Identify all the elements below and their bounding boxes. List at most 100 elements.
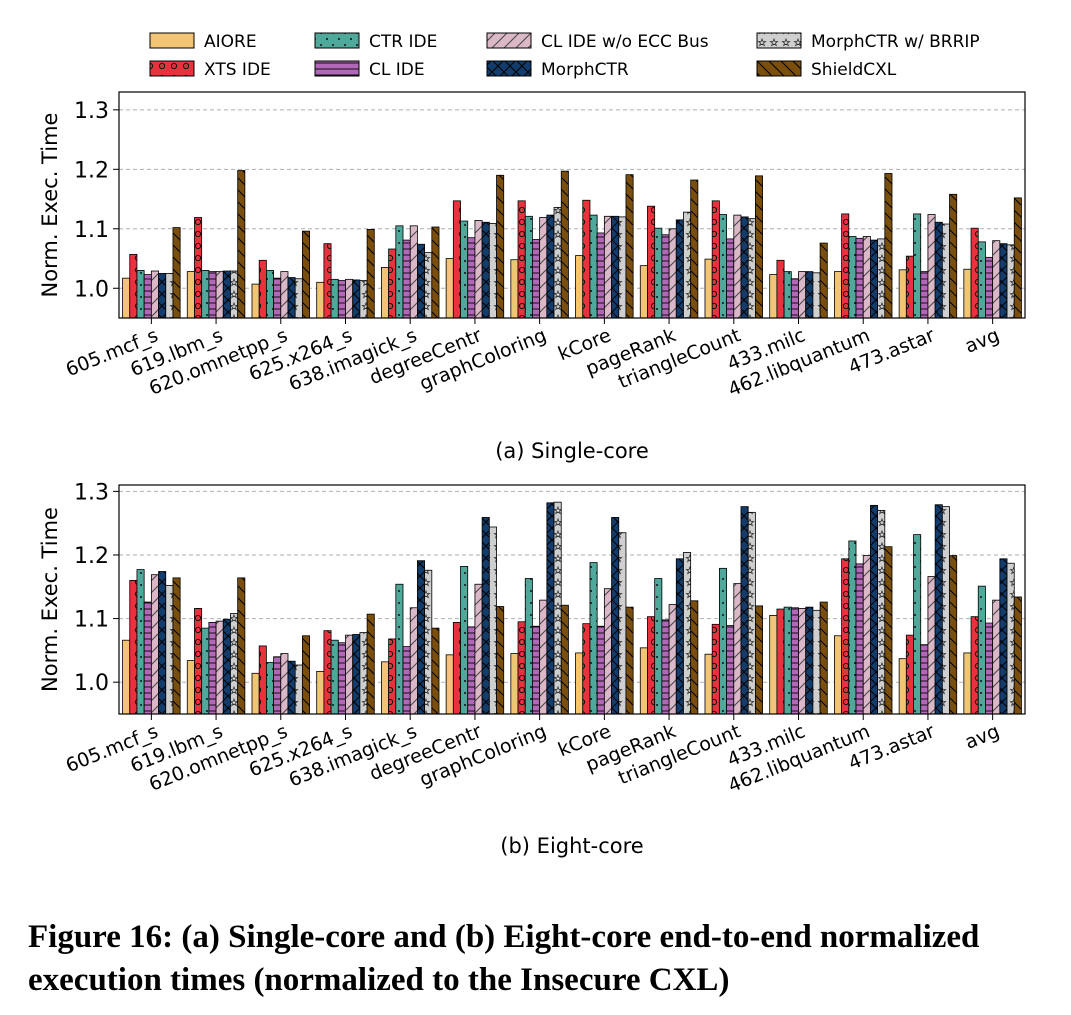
bar-morphctr-w-brrip-433-milc [812, 272, 821, 319]
bar-ctr-ide-619-lbm-s [201, 270, 210, 319]
bar-cl-ide-625-x264-s [337, 280, 346, 319]
bar-morphctr-w-brrip-620-omnetpp-s [294, 278, 303, 319]
bar-morphctr-trianglecount [740, 506, 749, 715]
legend-swatch-aiore [149, 32, 195, 49]
bar-morphctr-w-brrip-462-libquantum [877, 238, 886, 319]
bar-aiore-pagerank [639, 265, 648, 319]
bar-cl-ide-w-o-ecc-bus-kcore [603, 215, 612, 319]
bar-cl-ide-638-imagick-s [402, 646, 411, 715]
bar-morphctr-w-brrip-pagerank [683, 211, 692, 319]
bar-morphctr-433-milc [805, 606, 814, 715]
legend-label-aiore: AIORE [204, 32, 257, 52]
bar-morphctr-w-brrip-trianglecount [747, 218, 756, 319]
bar-morphctr-w-brrip-462-libquantum [877, 510, 886, 715]
bar-shieldcxl-605-mcf-s [172, 227, 181, 319]
bar-shieldcxl-619-lbm-s [237, 170, 246, 319]
bar-cl-ide-pagerank [661, 234, 670, 319]
bar-cl-ide-638-imagick-s [402, 239, 411, 319]
bar-ctr-ide-degreecentr [460, 220, 469, 319]
bar-aiore-graphcoloring [510, 653, 519, 715]
bar-cl-ide-433-milc [790, 278, 799, 319]
bar-cl-ide-trianglecount [726, 625, 735, 715]
bar-morphctr-w-brrip-433-milc [812, 609, 821, 715]
bar-morphctr-w-brrip-473-astar [941, 506, 950, 715]
bar-aiore-kcore [575, 652, 584, 715]
bar-ctr-ide-graphcoloring [524, 578, 533, 715]
bar-morphctr-w-brrip-638-imagick-s [424, 569, 433, 715]
bar-shieldcxl-638-imagick-s [431, 226, 440, 319]
bar-cl-ide-w-o-ecc-bus-avg [992, 599, 1001, 715]
bar-cl-ide-w-o-ecc-bus-605-mcf-s [150, 270, 159, 319]
bar-ctr-ide-605-mcf-s [136, 569, 145, 715]
bar-cl-ide-w-o-ecc-bus-degreecentr [474, 220, 483, 319]
bar-ctr-ide-pagerank [654, 227, 663, 319]
bar-morphctr-625-x264-s [352, 634, 361, 715]
y-tick-label: 1.1 [74, 608, 109, 633]
y-tick-label: 1.3 [74, 480, 109, 505]
bar-shieldcxl-trianglecount [754, 605, 763, 715]
bar-morphctr-kcore [611, 215, 620, 319]
bar-morphctr-w-brrip-638-imagick-s [424, 252, 433, 319]
bar-cl-ide-kcore [596, 625, 605, 715]
bar-morphctr-w-brrip-619-lbm-s [230, 270, 239, 319]
panel-subtitle: (b) Eight-core [500, 834, 643, 858]
bar-cl-ide-w-o-ecc-bus-620-omnetpp-s [280, 271, 289, 319]
bar-cl-ide-625-x264-s [337, 642, 346, 715]
bar-xts-ide-605-mcf-s [129, 580, 138, 715]
bar-xts-ide-473-astar [905, 255, 914, 319]
bar-shieldcxl-graphcoloring [560, 604, 569, 715]
y-axis-label: Norm. Exec. Time [38, 113, 62, 298]
bar-morphctr-462-libquantum [870, 239, 879, 319]
bar-cl-ide-462-libquantum [855, 563, 864, 715]
bar-xts-ide-619-lbm-s [194, 608, 203, 715]
bar-shieldcxl-462-libquantum [884, 546, 893, 715]
bar-shieldcxl-638-imagick-s [431, 627, 440, 715]
legend-swatch-xts-ide [149, 60, 195, 77]
bar-cl-ide-graphcoloring [532, 239, 541, 319]
bar-morphctr-w-brrip-degreecentr [488, 223, 497, 319]
bar-morphctr-w-brrip-degreecentr [488, 526, 497, 715]
bar-morphctr-graphcoloring [546, 214, 555, 319]
legend-label-xts-ide: XTS IDE [204, 60, 271, 80]
bar-morphctr-pagerank [675, 558, 684, 715]
bar-aiore-433-milc [769, 274, 778, 319]
bar-cl-ide-619-lbm-s [208, 271, 217, 319]
bar-cl-ide-avg [985, 622, 994, 715]
bar-aiore-605-mcf-s [122, 277, 131, 319]
bar-cl-ide-w-o-ecc-bus-pagerank [668, 228, 677, 319]
bar-shieldcxl-avg [1013, 596, 1022, 715]
bar-morphctr-avg [999, 243, 1008, 319]
bar-cl-ide-605-mcf-s [143, 601, 152, 715]
bar-cl-ide-462-libquantum [855, 237, 864, 319]
bar-xts-ide-pagerank [647, 205, 656, 319]
bar-aiore-kcore [575, 255, 584, 319]
bar-shieldcxl-pagerank [690, 179, 699, 319]
bar-morphctr-pagerank [675, 219, 684, 319]
bar-cl-ide-w-o-ecc-bus-462-libquantum [862, 236, 871, 319]
bar-morphctr-w-brrip-pagerank [683, 552, 692, 715]
bar-cl-ide-avg [985, 256, 994, 319]
bar-morphctr-473-astar [934, 504, 943, 715]
bar-ctr-ide-kcore [589, 214, 598, 319]
bar-xts-ide-625-x264-s [323, 243, 332, 319]
bar-morphctr-619-lbm-s [222, 270, 231, 319]
bar-xts-ide-619-lbm-s [194, 217, 203, 319]
legend-swatch-morphctr [486, 60, 532, 77]
bar-cl-ide-w-o-ecc-bus-trianglecount [733, 214, 742, 319]
bar-aiore-trianglecount [704, 653, 713, 715]
bar-cl-ide-trianglecount [726, 238, 735, 319]
bar-morphctr-638-imagick-s [417, 560, 426, 715]
bar-ctr-ide-620-omnetpp-s [265, 270, 274, 319]
bar-morphctr-638-imagick-s [417, 243, 426, 319]
legend-label-cl-ide-w-o-ecc-bus: CL IDE w/o ECC Bus [541, 32, 709, 52]
bar-xts-ide-kcore [582, 199, 591, 319]
bar-shieldcxl-462-libquantum [884, 173, 893, 319]
bar-morphctr-605-mcf-s [158, 571, 167, 715]
bar-cl-ide-620-omnetpp-s [273, 277, 282, 319]
bar-cl-ide-kcore [596, 232, 605, 319]
bar-xts-ide-473-astar [905, 634, 914, 715]
bar-ctr-ide-462-libquantum [848, 236, 857, 319]
bar-aiore-degreecentr [445, 654, 454, 715]
bar-cl-ide-w-o-ecc-bus-473-astar [927, 576, 936, 715]
bar-morphctr-w-brrip-619-lbm-s [230, 613, 239, 715]
